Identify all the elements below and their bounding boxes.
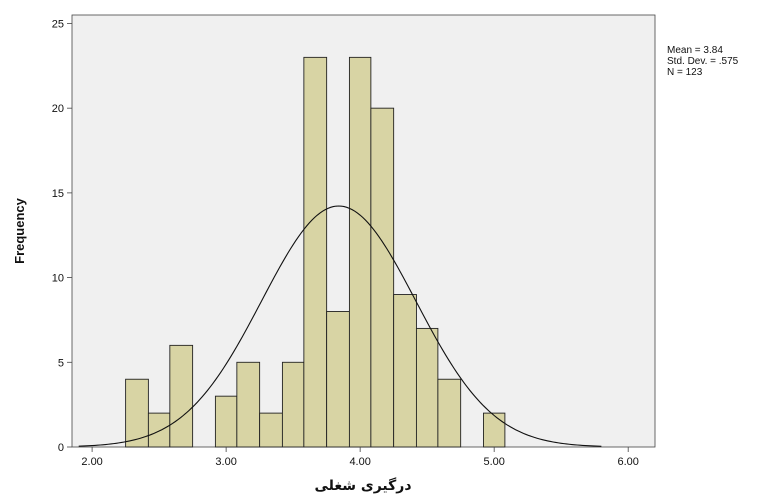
x-tick-label: 6.00	[617, 456, 638, 468]
axes-group: 0 5 10 15 20 25 2.00 3.00 4.00 5.00 6.00	[52, 18, 639, 468]
histogram-bar	[147, 412, 171, 448]
y-tick-label: 20	[52, 103, 64, 115]
stats-mean: Mean = 3.84	[667, 45, 723, 56]
histogram-bar	[303, 56, 328, 448]
histogram-bar	[415, 327, 439, 448]
histogram-bar	[326, 311, 350, 448]
x-axis-label: درگیری شغلی	[314, 477, 411, 494]
y-tick-label: 10	[52, 273, 64, 285]
x-tick-label: 5.00	[483, 456, 504, 468]
histogram-bar	[169, 344, 194, 448]
histogram-bar	[437, 378, 462, 448]
x-tick-label: 2.00	[81, 456, 102, 468]
histogram-bar	[259, 412, 283, 448]
normal-curve	[78, 205, 602, 447]
histogram-bar	[281, 361, 305, 448]
y-tick-label: 5	[58, 357, 64, 369]
y-tick-label: 15	[52, 188, 64, 200]
stats-std-dev: Std. Dev. = .575	[667, 56, 739, 67]
stats-n: N = 123	[667, 67, 703, 78]
y-tick-label: 25	[52, 18, 64, 30]
x-tick-label: 3.00	[215, 456, 236, 468]
histogram-bar	[348, 56, 372, 448]
y-tick-label: 0	[58, 442, 64, 454]
histogram-bar	[370, 107, 395, 448]
y-axis-label: Frequency	[12, 197, 27, 264]
x-tick-label: 4.00	[349, 456, 370, 468]
histogram-bar	[214, 395, 238, 448]
histogram-bar	[236, 361, 261, 448]
stats-box: Mean = 3.84 Std. Dev. = .575 N = 123	[667, 45, 738, 78]
histogram-bar	[393, 294, 417, 448]
bars-group	[125, 56, 506, 448]
histogram-bar	[483, 412, 506, 448]
